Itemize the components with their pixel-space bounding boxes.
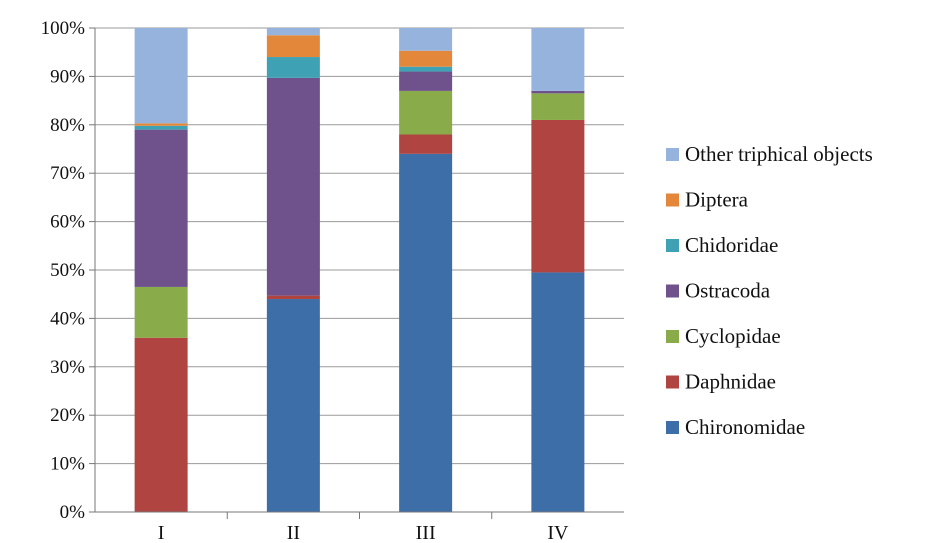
bar-segment-daphnidae-i bbox=[134, 337, 188, 512]
y-tick-label: 80% bbox=[50, 115, 85, 136]
legend-swatch bbox=[666, 330, 679, 343]
x-axis-category-labels: I II III IV bbox=[158, 522, 569, 543]
bar-segment-chidoridae-ii bbox=[266, 57, 320, 78]
bar-segment-chironomidae-ii bbox=[266, 299, 320, 512]
y-tick-label: 10% bbox=[50, 454, 85, 475]
legend-label: Other triphical objects bbox=[685, 142, 873, 166]
y-tick-label: 90% bbox=[50, 66, 85, 87]
bar-segment-diptera-i bbox=[134, 123, 188, 126]
bar-segment-cyclopidae-i bbox=[134, 286, 188, 338]
y-tick-label: 20% bbox=[50, 405, 85, 426]
bar-segment-chidoridae-iii bbox=[399, 66, 453, 72]
bar-segment-chidoridae-i bbox=[134, 125, 188, 130]
bar-segment-cyclopidae-iv bbox=[531, 93, 585, 120]
x-category-label: II bbox=[287, 522, 300, 543]
bar-segment-other-triphical-objects-i bbox=[134, 28, 188, 124]
bar-segment-other-triphical-objects-iii bbox=[399, 28, 453, 51]
legend-label: Chironomidae bbox=[685, 415, 805, 439]
bar-segment-daphnidae-ii bbox=[266, 295, 320, 300]
bar-segment-ostracoda-iv bbox=[531, 90, 585, 94]
x-category-label: III bbox=[416, 522, 436, 543]
legend-swatch bbox=[666, 284, 679, 298]
legend-swatch bbox=[666, 375, 679, 389]
legend-label: Chidoridae bbox=[685, 233, 778, 257]
y-tick-label: 30% bbox=[50, 357, 85, 378]
y-axis-tick-labels: 0% 10% 20% 30% 40% 50% 60% 70% 80% 90% 100% bbox=[41, 18, 86, 523]
legend-swatch bbox=[666, 239, 679, 252]
bar-segment-daphnidae-iv bbox=[531, 119, 585, 273]
bars bbox=[134, 28, 585, 512]
y-tick-label: 60% bbox=[50, 212, 85, 233]
bar-segment-ostracoda-i bbox=[134, 129, 188, 287]
bar-segment-diptera-iii bbox=[399, 50, 453, 67]
legend-swatch bbox=[666, 421, 679, 434]
legend-swatch bbox=[666, 148, 679, 161]
legend-label: Ostracoda bbox=[685, 279, 771, 303]
bar-segment-cyclopidae-iii bbox=[399, 90, 453, 135]
bar-segment-ostracoda-iii bbox=[399, 71, 453, 91]
legend-label: Diptera bbox=[685, 188, 749, 212]
bar-segment-other-triphical-objects-iv bbox=[531, 28, 585, 91]
bar-segment-ostracoda-ii bbox=[266, 77, 320, 296]
x-category-label: IV bbox=[547, 522, 569, 543]
legend-label: Cyclopidae bbox=[685, 324, 781, 348]
legend: Other triphical objects Diptera Chidoridae… bbox=[666, 142, 873, 439]
bar-segment-other-triphical-objects-ii bbox=[266, 28, 320, 36]
bar-segment-daphnidae-iii bbox=[399, 134, 453, 154]
y-tick-label: 0% bbox=[60, 502, 86, 523]
bar-segment-chironomidae-iv bbox=[531, 272, 585, 512]
legend-label: Daphnidae bbox=[685, 370, 776, 394]
y-tick-label: 40% bbox=[50, 308, 85, 329]
bar-segment-chironomidae-iii bbox=[399, 153, 453, 512]
axes bbox=[94, 28, 624, 513]
legend-swatch bbox=[666, 193, 679, 207]
bar-segment-diptera-ii bbox=[266, 35, 320, 58]
y-tick-label: 50% bbox=[50, 260, 85, 281]
y-tick-label: 100% bbox=[41, 18, 86, 39]
y-tick-label: 70% bbox=[50, 163, 85, 184]
x-category-label: I bbox=[158, 522, 165, 543]
